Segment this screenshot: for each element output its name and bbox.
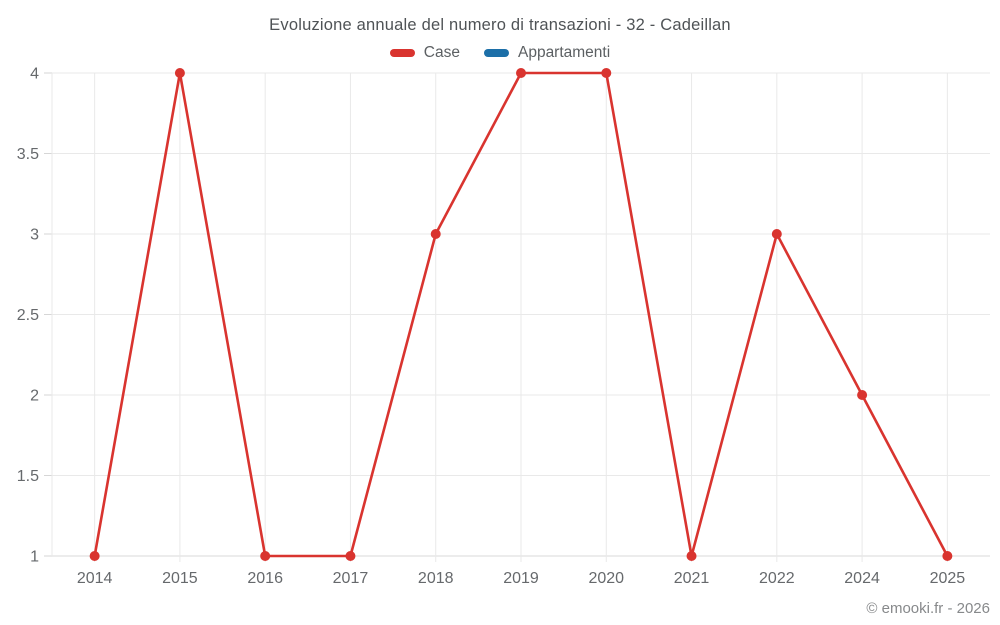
legend-swatch-appartamenti-icon [483, 49, 509, 57]
x-axis-label: 2022 [759, 570, 795, 587]
x-axis-label: 2024 [844, 570, 880, 587]
data-point-case-2022[interactable] [771, 229, 782, 239]
y-axis-label: 4 [30, 66, 39, 83]
y-axis-label: 1.5 [17, 468, 39, 485]
data-point-case-2025[interactable] [942, 551, 953, 561]
data-point-case-2019[interactable] [516, 68, 526, 78]
data-point-case-2018[interactable] [430, 229, 441, 239]
x-axis-label: 2016 [247, 570, 283, 587]
legend-item-case[interactable]: Case [389, 44, 460, 62]
data-point-case-2014[interactable] [89, 551, 100, 561]
legend-swatch-case-icon [389, 49, 415, 57]
legend-label-appartamenti: Appartamenti [517, 44, 611, 61]
chart-title: Evoluzione annuale del numero di transaz… [269, 16, 731, 34]
data-point-case-2016[interactable] [260, 551, 271, 561]
x-axis-label: 2018 [418, 570, 454, 587]
x-axis-label: 2025 [930, 570, 966, 587]
data-point-case-2020[interactable] [601, 68, 612, 78]
y-axis-label: 2.5 [17, 307, 39, 324]
legend: Case Appartamenti [0, 44, 1000, 62]
x-axis-label: 2015 [162, 570, 198, 587]
copyright: © emooki.fr - 2026 [866, 600, 990, 617]
data-point-case-2015[interactable] [174, 68, 185, 78]
y-axis-label: 2 [30, 388, 39, 405]
x-axis-label: 2019 [503, 570, 539, 587]
x-axis-label: 2021 [674, 570, 710, 587]
x-axis-label: 2020 [588, 570, 624, 587]
data-point-case-2017[interactable] [345, 551, 356, 561]
legend-label-case: Case [423, 44, 460, 61]
x-axis-label: 2014 [77, 570, 113, 587]
data-point-case-2024[interactable] [857, 390, 868, 400]
y-axis-label: 3.5 [17, 146, 39, 163]
y-axis-label: 1 [30, 549, 39, 566]
x-axis-label: 2017 [333, 570, 369, 587]
legend-item-appartamenti[interactable]: Appartamenti [483, 44, 611, 62]
y-axis-label: 3 [30, 227, 39, 244]
data-point-case-2021[interactable] [686, 551, 697, 561]
